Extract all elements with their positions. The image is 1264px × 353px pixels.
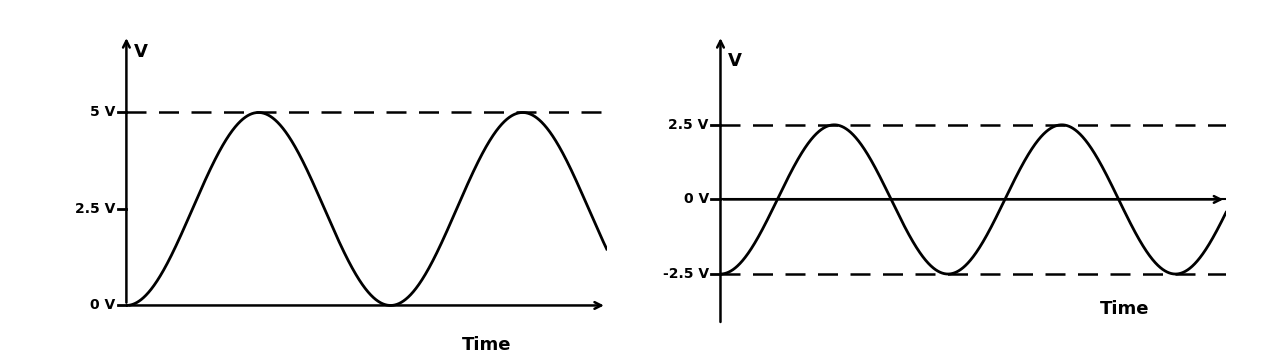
Text: 0 V: 0 V [90, 299, 115, 312]
Text: V: V [134, 43, 148, 61]
Text: Time: Time [461, 336, 512, 353]
Text: V: V [728, 52, 742, 70]
Text: Time: Time [1100, 300, 1150, 318]
Text: -2.5 V: -2.5 V [662, 267, 709, 281]
Text: 2.5 V: 2.5 V [669, 118, 709, 132]
Text: 2.5 V: 2.5 V [75, 202, 115, 216]
Text: 0 V: 0 V [684, 192, 709, 207]
Text: 5 V: 5 V [90, 106, 115, 119]
